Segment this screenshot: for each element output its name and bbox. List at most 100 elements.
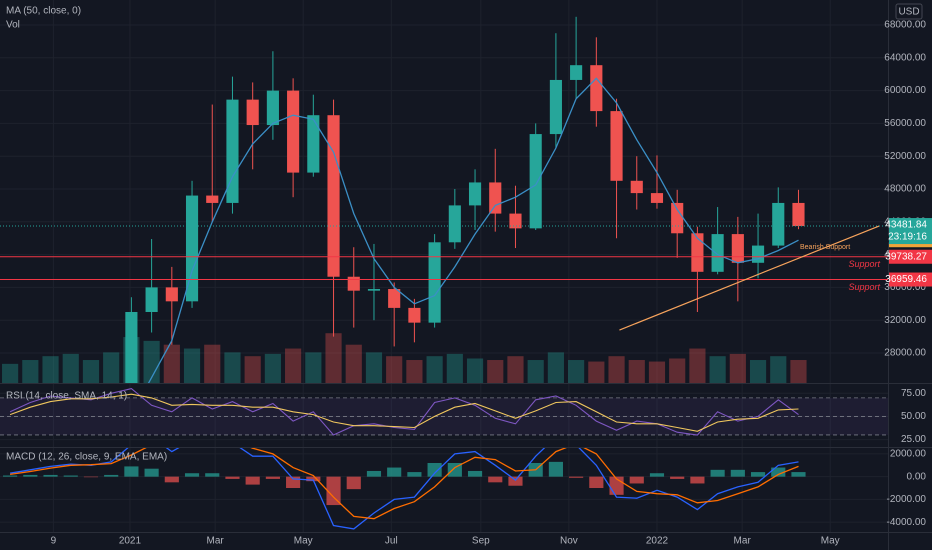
support-price-box bbox=[889, 249, 932, 264]
candle-body bbox=[671, 202, 684, 234]
volume-bar bbox=[204, 344, 221, 383]
candle-body bbox=[590, 65, 603, 112]
x-tick-label: May bbox=[294, 536, 313, 547]
volume-bar bbox=[628, 360, 645, 383]
currency[interactable]: USD bbox=[898, 7, 919, 18]
candle-body bbox=[145, 287, 158, 312]
y-tick-label: 25.00 bbox=[901, 434, 926, 445]
y-tick-label: 32000.00 bbox=[884, 315, 926, 326]
macd-histogram-bar bbox=[104, 474, 119, 477]
last-price-label: 43481.84 bbox=[885, 220, 927, 231]
volume-bar bbox=[729, 353, 746, 383]
volume-bar bbox=[669, 358, 686, 383]
macd-histogram-bar bbox=[306, 476, 321, 482]
macd-histogram-bar bbox=[710, 469, 725, 477]
candle-body bbox=[529, 134, 542, 229]
volume-bar bbox=[2, 363, 19, 383]
volume-bar bbox=[103, 352, 120, 383]
volume-bar bbox=[648, 361, 666, 383]
volume-bar bbox=[325, 333, 342, 383]
y-tick-label: 75.00 bbox=[901, 388, 926, 399]
y-tick-label: 56000.00 bbox=[884, 118, 926, 129]
x-tick-label: Jul bbox=[385, 536, 398, 547]
macd-histogram-bar bbox=[164, 476, 179, 483]
macd-histogram-bar bbox=[548, 461, 563, 477]
x-tick-label: 9 bbox=[51, 536, 57, 547]
volume-legend: Vol bbox=[6, 20, 20, 31]
volume-bar bbox=[709, 356, 726, 383]
macd-histogram-bar bbox=[690, 476, 705, 484]
candle-body bbox=[792, 202, 805, 227]
volume-bar bbox=[264, 353, 281, 383]
candle-body bbox=[388, 289, 401, 308]
volume-bar bbox=[749, 360, 767, 383]
volume-bar bbox=[42, 356, 59, 383]
macd-histogram-bar bbox=[750, 472, 766, 477]
x-tick-label: Mar bbox=[734, 536, 752, 547]
volume-bar bbox=[22, 360, 39, 383]
price-pane: Support Support Bearish Support bbox=[0, 0, 888, 383]
support-price-label: 39738.27 bbox=[885, 251, 927, 262]
macd-histogram-bar bbox=[407, 472, 422, 477]
candle-body bbox=[630, 180, 643, 194]
candle-body bbox=[327, 115, 340, 277]
candle-body bbox=[206, 195, 219, 203]
ma-line bbox=[147, 77, 799, 383]
macd-histogram-bar bbox=[670, 476, 685, 479]
candle-body bbox=[691, 233, 704, 272]
volume-bar bbox=[345, 344, 362, 383]
volume-bar bbox=[487, 360, 504, 383]
candle-body bbox=[448, 205, 461, 243]
volume-bar bbox=[365, 352, 383, 383]
volume-bar bbox=[790, 360, 807, 383]
currency-box[interactable] bbox=[895, 3, 923, 20]
volume-bar bbox=[143, 340, 160, 383]
y-tick-label: -2000.00 bbox=[887, 494, 927, 505]
candle-body bbox=[266, 90, 279, 126]
x-tick-label: May bbox=[821, 536, 840, 547]
y-tick-label: 50.00 bbox=[901, 411, 926, 422]
y-tick-label: 68000.00 bbox=[884, 20, 926, 31]
macd-histogram-bar bbox=[326, 476, 341, 506]
support-label: Support bbox=[848, 282, 880, 292]
macd-histogram-bar bbox=[23, 474, 38, 477]
volume-bar bbox=[406, 360, 423, 383]
rsi-pane bbox=[0, 384, 888, 447]
rsi-legend: RSI (14, close, SMA, 14, 1) bbox=[6, 391, 127, 402]
volume-bar bbox=[285, 348, 302, 383]
candle-body bbox=[367, 289, 381, 291]
macd-histogram-bar bbox=[286, 476, 301, 489]
macd-histogram-bar bbox=[791, 472, 806, 477]
legends: MA (50, close, 0) Vol RSI (14, close, SM… bbox=[6, 3, 923, 463]
volume-bar bbox=[568, 360, 585, 383]
x-tick-label: Nov bbox=[560, 536, 578, 547]
support-price-box bbox=[889, 272, 932, 287]
volume-bar bbox=[770, 356, 787, 383]
y-tick-label: 0.00 bbox=[907, 471, 927, 482]
macd-histogram-bar bbox=[569, 476, 584, 478]
candle-body bbox=[570, 65, 583, 80]
candle-body bbox=[307, 115, 320, 173]
macd-histogram-bar bbox=[629, 476, 644, 484]
macd-histogram-bar bbox=[589, 476, 604, 489]
y-tick-label: 2000.00 bbox=[890, 449, 927, 460]
candle-body bbox=[468, 182, 482, 206]
volume-bar bbox=[608, 356, 625, 383]
candle-body bbox=[772, 202, 785, 246]
candle-body bbox=[509, 213, 522, 229]
last-price-box bbox=[889, 218, 932, 245]
macd-histogram-bar bbox=[488, 476, 503, 483]
macd-histogram-bar bbox=[144, 468, 159, 477]
y-tick-label: 48000.00 bbox=[884, 184, 926, 195]
y-tick-label: 36000.00 bbox=[884, 282, 926, 293]
y-tick-label: 60000.00 bbox=[884, 85, 926, 96]
support-label: Support bbox=[848, 259, 880, 269]
candle-body bbox=[246, 99, 259, 126]
candle-body bbox=[347, 276, 360, 291]
macd-histogram-bar bbox=[366, 470, 382, 477]
y-tick-label: 28000.00 bbox=[884, 348, 926, 359]
macd-histogram-bar bbox=[83, 476, 99, 478]
